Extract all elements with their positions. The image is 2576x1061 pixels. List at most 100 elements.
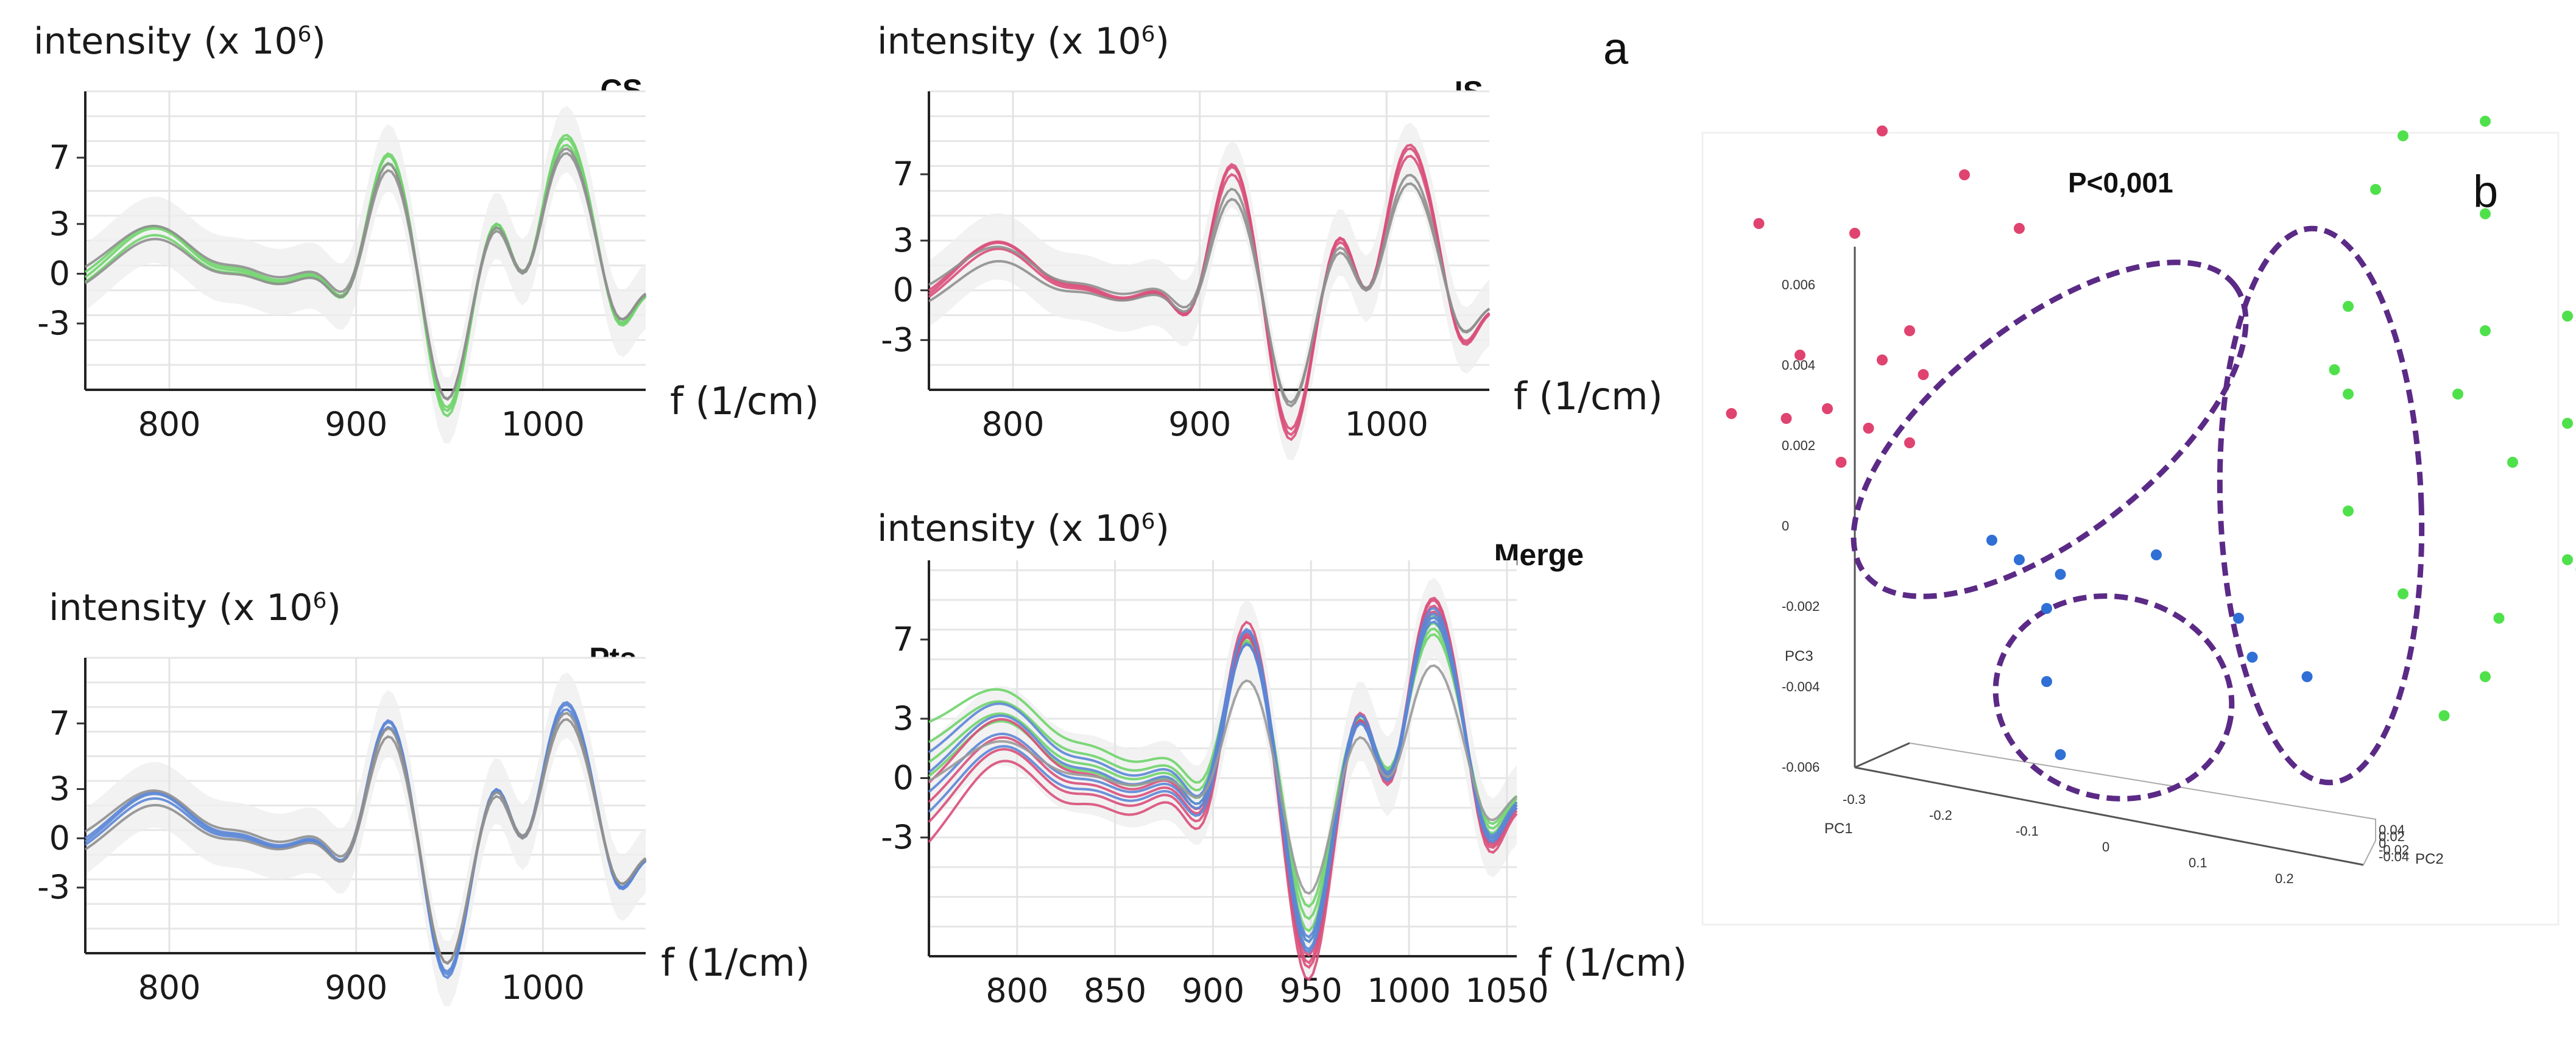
chart-pts-xtick-label: 1000	[501, 968, 585, 1007]
chart-merge-xlabel: f (1/cm)	[1538, 940, 1687, 985]
pca-point-is	[1780, 413, 1792, 424]
pca-point-cs	[2480, 325, 2491, 336]
pca-pc1-label: PC1	[1824, 820, 1853, 837]
pca-pc1-tick-label: -0.2	[1929, 808, 1952, 823]
pca-point-pts	[2301, 671, 2313, 682]
pca-point-cs	[2343, 506, 2354, 516]
pca-pc1-tick-label: 0.2	[2275, 871, 2294, 886]
pca-point-cs	[2343, 389, 2354, 400]
chart-merge-xtick-label: 850	[1084, 971, 1146, 1010]
pca-pc1-axis	[1854, 766, 2364, 866]
chart-is-xlabel: f (1/cm)	[1514, 374, 1663, 418]
chart-merge-series-reference	[928, 664, 1518, 895]
chart-pts-xtick-label: 800	[138, 968, 200, 1007]
pca-pc3-tick-label: -0.004	[1782, 679, 1819, 694]
chart-merge-series-pts	[928, 607, 1518, 951]
pca-point-cs	[2562, 418, 2573, 429]
pca-point-is	[2014, 223, 2025, 234]
pca-point-is	[1794, 350, 1805, 361]
pca-background	[1701, 132, 2560, 926]
pca-point-pts	[2233, 613, 2244, 624]
pca-point-cs	[2438, 710, 2450, 721]
chart-merge: intensity (x 106) Merge f (1/cm) 800 850 9…	[877, 507, 1687, 1010]
pca-point-is	[1904, 437, 1915, 448]
chart-merge-ytick-label: 0	[893, 759, 914, 797]
chart-merge-ytick-label: 7	[893, 620, 914, 658]
chart-is-series-reference	[928, 182, 1491, 404]
pca-point-cs	[2480, 671, 2491, 682]
pca-pc2-axis	[1854, 742, 1910, 769]
chart-is-ytick-label: 3	[893, 221, 914, 259]
chart-is: intensity (x 106) IS f (1/cm) 8009001000…	[877, 20, 1663, 460]
panel-label-a: a	[1603, 23, 1629, 74]
chart-merge-ylabel: intensity (x 106)	[877, 507, 1170, 550]
pca-point-cs	[2480, 116, 2491, 127]
pca-floor-grid	[1909, 742, 2376, 865]
chart-cs-ytick-label: 0	[49, 254, 70, 292]
pca-cluster-ellipse-pts	[1992, 593, 2235, 802]
chart-pts-ytick-label: 3	[49, 770, 70, 808]
chart-is-ylabel: intensity (x 106)	[877, 20, 1170, 63]
chart-pts-ylabel: intensity (x 106)	[49, 587, 341, 629]
chart-pts-xtick-label: 900	[325, 968, 387, 1007]
pca-point-cs	[2452, 389, 2463, 400]
pca-pc2-tick-label: -0.02	[2379, 842, 2409, 858]
chart-cs-series-reference	[84, 147, 647, 401]
chart-pts: intensity (x 106) Pts f (1/cm) 800900100…	[37, 587, 810, 1007]
chart-cs-ytick-label: 7	[49, 138, 70, 177]
pca-pc1-tick-label: 0.1	[2189, 855, 2207, 870]
pca-point-is	[1904, 325, 1915, 336]
chart-pts-ytick-label: 0	[49, 819, 70, 857]
pca-point-is	[1863, 423, 1874, 434]
pca-pc2-tick-label: 0.02	[2379, 829, 2405, 844]
chart-is-ytick-label: 7	[893, 155, 914, 193]
pca-point-is	[1726, 408, 1737, 419]
chart-is-variance-band	[929, 122, 1489, 460]
pca-point-pts	[2055, 569, 2066, 580]
chart-cs-xtick-label: 800	[138, 405, 200, 443]
pca-pc3-tick-label: 0	[1782, 518, 1789, 534]
pca-point-pts	[2055, 749, 2066, 760]
pca-point-cs	[2507, 457, 2518, 468]
pca-pc2-tick-label: 0.04	[2379, 822, 2405, 837]
pca-point-cs	[2562, 554, 2573, 565]
chart-merge-ytick-label: -3	[881, 818, 914, 856]
chart-cs-xtick-label: 1000	[501, 405, 585, 443]
pca-pc3-tick-label: 0.002	[1782, 438, 1815, 453]
pca-point-pts	[2246, 652, 2258, 663]
chart-cs-xlabel: f (1/cm)	[670, 379, 819, 423]
pca-pc2-tick-label: -0.04	[2379, 849, 2409, 864]
chart-cs-ytick-label: -3	[37, 304, 70, 342]
pca-point-is	[1822, 403, 1833, 414]
pca-point-cs	[2480, 208, 2491, 219]
chart-cs-ytick-label: 3	[49, 205, 70, 243]
pca-p-value: P<0,001	[2068, 167, 2173, 199]
chart-merge-series-pts	[928, 616, 1518, 954]
pca-pc1-tick-label: 0	[2102, 839, 2109, 855]
chart-pts-series-reference	[84, 717, 647, 965]
chart-pts-variance-band	[85, 672, 646, 1007]
pca-point-cs	[2398, 130, 2408, 141]
chart-pca: P<0,001 b PC3 PC1 PC2 0.0060.0040.0020-0…	[1701, 116, 2576, 926]
pca-pc3-tick-label: -0.002	[1782, 599, 1819, 614]
chart-pts-xlabel: f (1/cm)	[661, 940, 810, 985]
chart-merge-xtick-label: 900	[1182, 971, 1244, 1010]
pca-pc2-label: PC2	[2415, 851, 2444, 867]
chart-is-xtick-label: 1000	[1345, 405, 1428, 443]
pca-point-is	[1877, 354, 1888, 365]
chart-cs-ylabel: intensity (x 106)	[34, 20, 326, 63]
chart-pts-ytick-label: -3	[37, 868, 70, 906]
pca-pc1-tick-label: -0.3	[1843, 792, 1866, 807]
pca-point-is	[1959, 169, 1970, 180]
pca-pc3-tick-label: 0.006	[1782, 277, 1815, 292]
pca-point-is	[1753, 218, 1765, 229]
pca-pc1-tick-label: -0.1	[2016, 823, 2039, 839]
chart-cs-variance-band	[85, 105, 646, 444]
chart-pts-ytick-label: 7	[49, 704, 70, 742]
pca-point-is	[1849, 228, 1860, 239]
chart-merge-xtick-label: 1000	[1367, 971, 1450, 1010]
pca-point-cs	[2398, 588, 2408, 599]
pca-point-pts	[2014, 554, 2025, 565]
chart-is-ytick-label: 0	[893, 271, 914, 309]
